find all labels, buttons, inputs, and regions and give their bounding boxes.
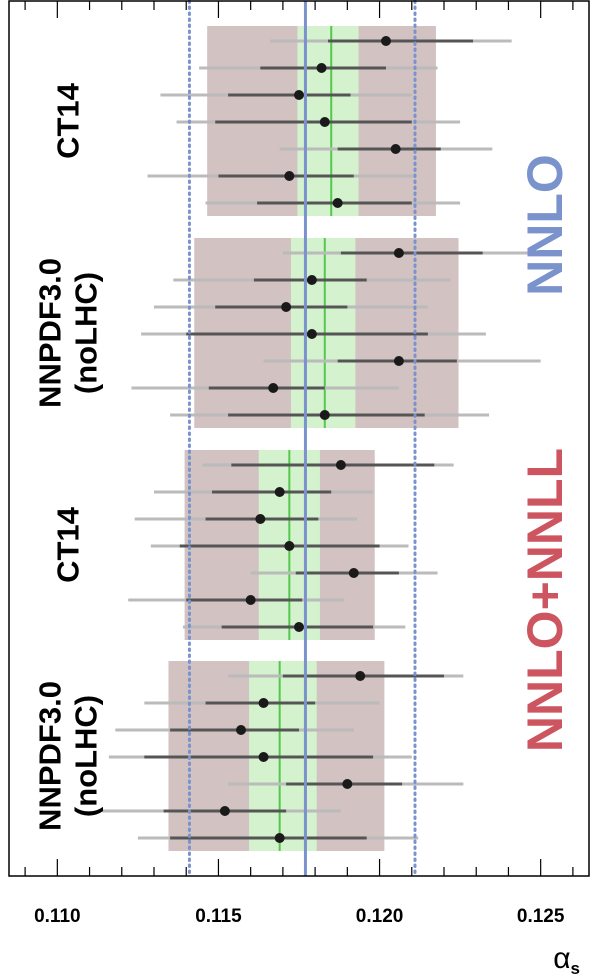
x-tick-label: 0.115	[195, 906, 242, 927]
order-label: NNLO	[517, 154, 573, 296]
data-point	[294, 622, 304, 632]
group-label: (noLHC)	[69, 272, 104, 394]
data-point	[393, 248, 404, 258]
data-point	[258, 698, 269, 708]
data-point	[316, 63, 327, 73]
data-point	[342, 779, 353, 789]
data-point	[268, 383, 279, 393]
data-point	[319, 117, 330, 127]
plot-area	[102, 0, 541, 878]
group-label: CT14	[51, 82, 86, 159]
data-point	[319, 410, 330, 420]
data-point	[335, 460, 346, 470]
data-point	[281, 302, 292, 312]
order-label: NNLO+NNLL	[517, 448, 573, 752]
data-point	[284, 171, 295, 181]
data-point	[390, 144, 401, 154]
data-point	[306, 329, 317, 339]
data-point	[255, 514, 266, 524]
x-tick-label: 0.125	[517, 906, 565, 927]
data-point	[245, 595, 256, 605]
data-point	[258, 752, 269, 762]
data-point	[219, 806, 230, 816]
plot-border	[8, 0, 590, 877]
data-point	[381, 36, 391, 46]
group-label: CT14	[51, 506, 86, 583]
x-axis-label-main: α	[553, 942, 570, 975]
x-tick-label: 0.120	[356, 906, 404, 927]
data-point	[355, 671, 366, 681]
data-point	[274, 833, 285, 843]
data-point	[348, 568, 359, 578]
x-tick-label: 0.110	[34, 906, 81, 927]
data-point	[306, 275, 317, 285]
group-label: NNPDF3.0	[33, 681, 68, 831]
axes-frame	[8, 0, 590, 877]
data-point	[236, 725, 246, 735]
data-point	[274, 487, 285, 497]
data-point	[393, 356, 404, 366]
data-point	[332, 198, 343, 208]
x-axis-label-sub: s	[571, 959, 580, 976]
group-label: (noLHC)	[69, 695, 104, 817]
x-axis-label: αs	[553, 942, 580, 976]
data-point	[284, 541, 295, 551]
group-label: NNPDF3.0	[33, 258, 68, 408]
data-point	[294, 90, 304, 100]
